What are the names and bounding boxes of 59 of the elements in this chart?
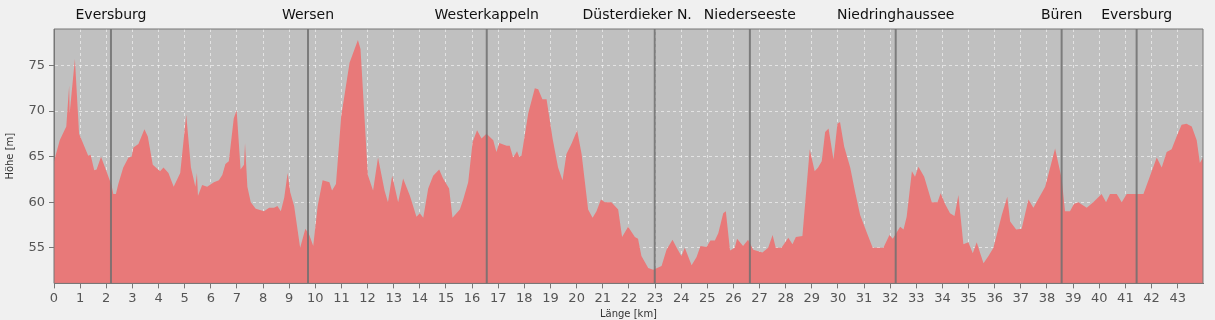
x-tick-label: 29 bbox=[803, 289, 821, 305]
x-tick-label: 6 bbox=[206, 289, 215, 305]
x-tick-label: 16 bbox=[463, 289, 481, 305]
x-tick-label: 9 bbox=[285, 289, 294, 305]
x-tick-label: 39 bbox=[1064, 289, 1082, 305]
y-tick-label: 60 bbox=[28, 193, 45, 209]
x-tick-label: 31 bbox=[855, 289, 873, 305]
x-tick-label: 38 bbox=[1038, 289, 1056, 305]
x-tick-label: 2 bbox=[102, 289, 111, 305]
y-axis-title: Höhe [m] bbox=[3, 132, 15, 180]
ref-line-label: Niederseeste bbox=[703, 5, 796, 22]
x-tick-label: 5 bbox=[180, 289, 189, 305]
x-tick-label: 37 bbox=[1012, 289, 1030, 305]
x-tick-label: 22 bbox=[620, 289, 638, 305]
x-tick-label: 27 bbox=[751, 289, 768, 305]
x-tick-label: 11 bbox=[333, 289, 350, 305]
y-tick-label: 75 bbox=[28, 56, 45, 72]
x-tick-label: 40 bbox=[1090, 289, 1108, 305]
x-tick-label: 8 bbox=[258, 289, 268, 305]
x-tick-label: 15 bbox=[437, 289, 455, 305]
x-axis-title: Länge [km] bbox=[599, 307, 658, 319]
x-tick-label: 18 bbox=[516, 289, 533, 305]
y-tick-label: 55 bbox=[28, 239, 45, 255]
ref-line-label: Eversburg bbox=[1101, 5, 1173, 22]
x-tick-label: 36 bbox=[986, 289, 1004, 305]
x-tick-label: 43 bbox=[1169, 289, 1186, 305]
x-tick-label: 3 bbox=[128, 289, 137, 305]
x-tick-label: 1 bbox=[75, 289, 85, 305]
x-tick-label: 33 bbox=[908, 289, 925, 305]
x-tick-label: 24 bbox=[672, 289, 690, 305]
ref-line-label: Düsterdieker N. bbox=[582, 5, 692, 22]
x-tick-label: 17 bbox=[489, 289, 507, 305]
x-tick-label: 13 bbox=[385, 289, 402, 305]
x-tick-label: 19 bbox=[542, 289, 559, 305]
x-tick-label: 41 bbox=[1117, 289, 1134, 305]
x-tick-label: 34 bbox=[934, 289, 951, 305]
x-tick-label: 25 bbox=[699, 289, 716, 305]
x-tick-label: 23 bbox=[646, 289, 664, 305]
x-tick-label: 28 bbox=[777, 289, 794, 305]
x-tick-label: 4 bbox=[154, 289, 163, 305]
x-tick-label: 32 bbox=[881, 289, 899, 305]
ref-line-label: Westerkappeln bbox=[434, 5, 539, 22]
x-tick-label: 30 bbox=[829, 289, 847, 305]
x-tick-label: 35 bbox=[960, 289, 977, 305]
y-tick-label: 70 bbox=[28, 102, 45, 118]
ref-line-label: Wersen bbox=[281, 5, 335, 22]
ref-line-label: Niedringhaussee bbox=[836, 5, 955, 22]
x-tick-label: 42 bbox=[1143, 289, 1160, 305]
x-tick-label: 0 bbox=[49, 289, 59, 305]
ref-line-label: Eversburg bbox=[75, 5, 147, 22]
x-tick-label: 7 bbox=[232, 289, 242, 305]
y-tick-label: 65 bbox=[28, 148, 45, 164]
ref-line-label: Büren bbox=[1040, 5, 1083, 22]
x-tick-label: 12 bbox=[359, 289, 376, 305]
x-tick-label: 26 bbox=[725, 289, 742, 305]
x-tick-label: 10 bbox=[307, 289, 324, 305]
x-tick-label: 21 bbox=[594, 289, 612, 305]
x-tick-label: 20 bbox=[568, 289, 585, 305]
x-tick-label: 14 bbox=[411, 289, 429, 305]
